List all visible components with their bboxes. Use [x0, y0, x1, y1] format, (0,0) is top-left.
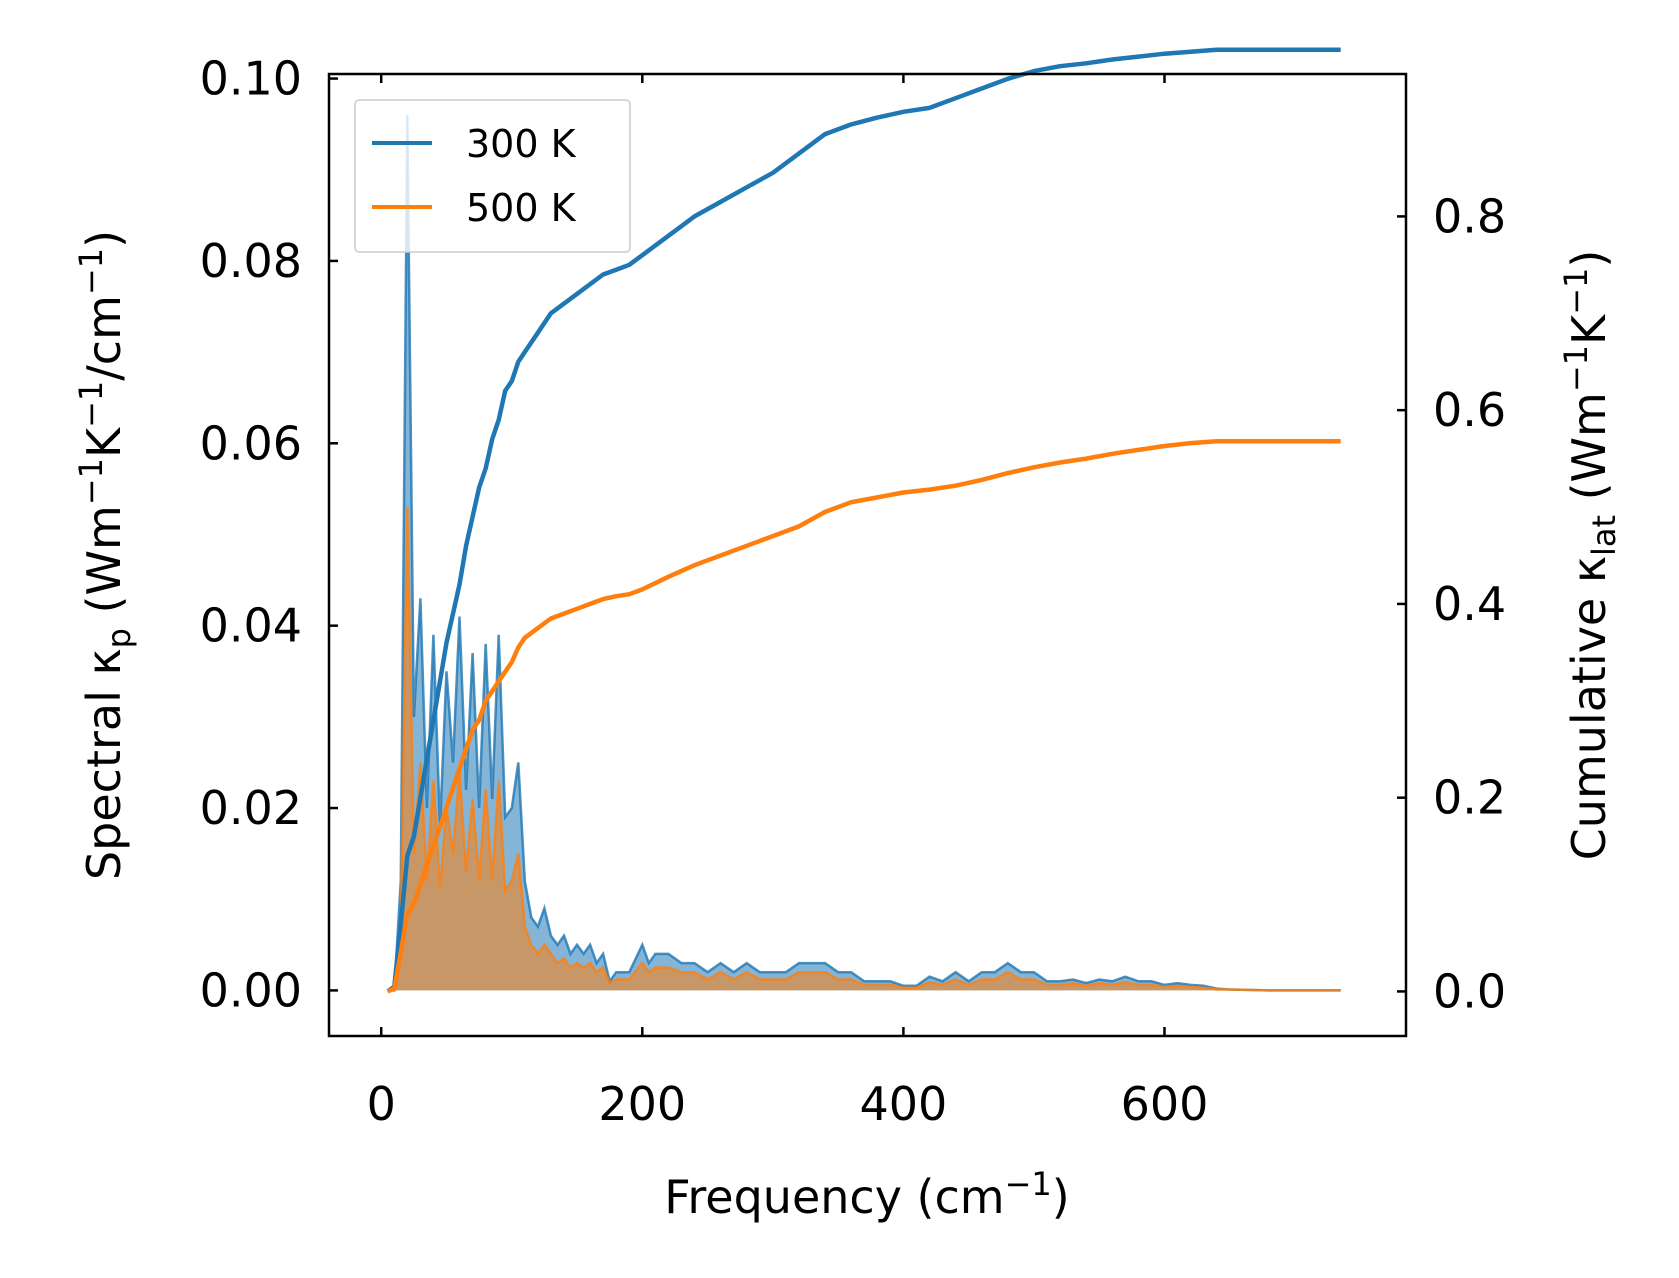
tick-labels: 0 200 400 600 0.00 0.02 0.04 0.06 0.08 0.10 0.0 0.2… [200, 52, 1507, 1131]
x-tick-label: 200 [598, 1077, 686, 1131]
y-left-tick-label: 0.02 [200, 781, 302, 835]
cumulative-line-500k [386, 438, 1341, 994]
y-right-tick-label: 0.0 [1433, 964, 1506, 1018]
series-lines [386, 47, 1341, 994]
y-left-tick-label: 0.10 [200, 52, 302, 106]
spectral-fill-500k [387, 507, 1341, 991]
legend-box [354, 99, 631, 253]
x-axis-label: Frequency (cm−1) [664, 1165, 1069, 1224]
spectral-line-300k [387, 114, 1341, 992]
x-tick-label: 600 [1121, 1077, 1209, 1131]
y-right-tick-label: 0.8 [1433, 189, 1506, 243]
legend-label-500k: 500 K [466, 186, 577, 230]
legend: 300 K 500 K [354, 99, 631, 253]
spectral-line-500k [387, 507, 1341, 992]
legend-label-300k: 300 K [466, 122, 577, 166]
x-tick-label: 0 [367, 1077, 396, 1131]
x-tick-label: 400 [859, 1077, 947, 1131]
spectral-fills [387, 114, 1341, 992]
y-axis-right-label: Cumulative κlat (Wm−1K−1) [1557, 250, 1623, 861]
y-left-tick-label: 0.06 [200, 416, 302, 470]
y-right-tick-label: 0.2 [1433, 771, 1506, 825]
y-left-tick-label: 0.00 [200, 963, 302, 1017]
axes-frame [327, 72, 1408, 1038]
y-left-tick-label: 0.08 [200, 234, 302, 288]
y-axis-left-label: Spectral κp (Wm−1K−1/cm−1) [72, 230, 138, 880]
tick-marks [329, 74, 1406, 1036]
cumulative-line-300k [386, 47, 1341, 994]
y-right-tick-label: 0.6 [1433, 383, 1506, 437]
y-left-tick-label: 0.04 [200, 599, 302, 653]
y-right-tick-label: 0.4 [1433, 577, 1506, 631]
